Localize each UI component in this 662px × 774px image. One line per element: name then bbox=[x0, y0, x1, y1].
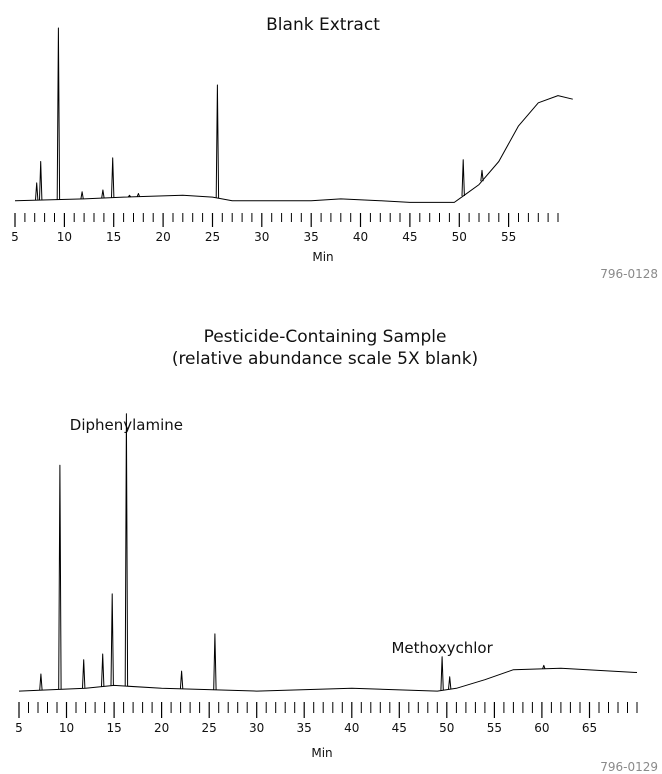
x-tick-label: 5 bbox=[15, 721, 23, 735]
figure-code: 796-0128 bbox=[600, 267, 658, 281]
figure-code: 796-0129 bbox=[600, 760, 658, 774]
chart-subtitle: (relative abundance scale 5X blank) bbox=[172, 349, 478, 369]
peak-annotation: Methoxychlor bbox=[391, 639, 493, 657]
x-axis-label: Min bbox=[312, 250, 333, 264]
peak-4 bbox=[101, 653, 105, 687]
pesticide-sample-chart: Pesticide-Containing Sample (relative ab… bbox=[15, 327, 658, 774]
x-tick-label: 10 bbox=[57, 230, 72, 244]
tick-labels: 5 10 15 20 25 30 35 40 45 50 55 bbox=[11, 230, 516, 244]
peak-4 bbox=[80, 191, 84, 199]
x-tick-label: 50 bbox=[439, 721, 454, 735]
blank-extract-chart: Blank Extract 5 10 15 20 25 30 35 40 45 50 55 Min … bbox=[11, 15, 658, 281]
peak-8 bbox=[136, 193, 141, 197]
minor-ticks bbox=[28, 702, 638, 713]
peak-1 bbox=[39, 673, 43, 691]
peak-marks bbox=[35, 27, 484, 201]
x-tick-label: 45 bbox=[392, 721, 407, 735]
peak-2 bbox=[39, 161, 43, 201]
peak-7 bbox=[179, 670, 184, 689]
x-tick-label: 30 bbox=[249, 721, 264, 735]
x-tick-label: 5 bbox=[11, 230, 19, 244]
chart-title: Blank Extract bbox=[266, 15, 380, 35]
chromatogram-trace bbox=[14, 95, 573, 203]
x-tick-label: 30 bbox=[254, 230, 269, 244]
peak-marks bbox=[39, 413, 546, 691]
x-tick-label: 45 bbox=[402, 230, 417, 244]
peak-7 bbox=[127, 194, 132, 198]
peak-11 bbox=[480, 169, 484, 182]
peak-9 bbox=[440, 656, 444, 691]
peak-3 bbox=[82, 659, 86, 689]
x-tick-label: 15 bbox=[106, 230, 121, 244]
x-tick-label: 65 bbox=[582, 721, 597, 735]
x-tick-label: 40 bbox=[344, 721, 359, 735]
peak-6 bbox=[111, 157, 115, 198]
tick-labels: 5 10 15 20 25 30 35 40 45 50 55 60 65 bbox=[15, 721, 597, 735]
x-tick-label: 15 bbox=[106, 721, 121, 735]
x-tick-label: 55 bbox=[487, 721, 502, 735]
peak-9 bbox=[215, 84, 220, 199]
peak-3 bbox=[56, 27, 61, 200]
peak-10 bbox=[461, 159, 465, 197]
x-tick-label: 20 bbox=[155, 230, 170, 244]
peak-5 bbox=[101, 189, 105, 199]
minor-ticks bbox=[24, 213, 559, 222]
peak-1 bbox=[35, 182, 39, 201]
x-tick-label: 35 bbox=[297, 721, 312, 735]
x-tick-label: 25 bbox=[205, 230, 220, 244]
peak-2 bbox=[58, 464, 62, 690]
x-tick-label: 35 bbox=[304, 230, 319, 244]
peak-8 bbox=[213, 633, 217, 690]
x-axis-label: Min bbox=[311, 746, 332, 760]
x-tick-label: 50 bbox=[452, 230, 467, 244]
chromatogram-trace bbox=[18, 667, 638, 692]
x-tick-label: 10 bbox=[59, 721, 74, 735]
x-tick-label: 40 bbox=[353, 230, 368, 244]
x-tick-label: 55 bbox=[501, 230, 516, 244]
major-ticks bbox=[18, 702, 591, 718]
peak-6 bbox=[124, 413, 129, 687]
x-tick-label: 60 bbox=[534, 721, 549, 735]
peak-10 bbox=[448, 676, 452, 690]
chart-title: Pesticide-Containing Sample bbox=[204, 327, 447, 347]
x-tick-label: 25 bbox=[202, 721, 217, 735]
peak-5 bbox=[110, 593, 114, 686]
x-tick-label: 20 bbox=[154, 721, 169, 735]
peak-11 bbox=[542, 664, 546, 669]
major-ticks bbox=[14, 213, 510, 227]
